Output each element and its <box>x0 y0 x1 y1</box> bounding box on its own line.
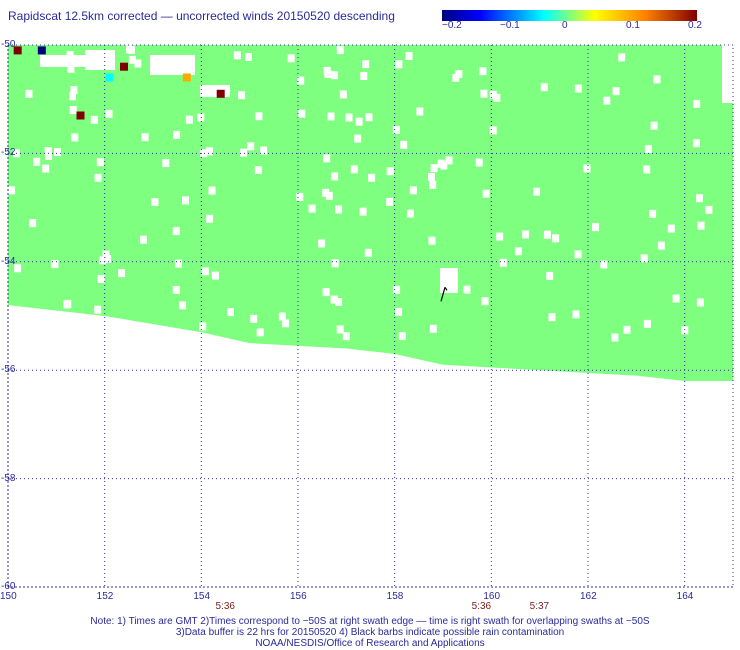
longitude-tick-label: 158 <box>386 591 404 602</box>
difference-cell <box>120 62 128 71</box>
latitude-tick-label: -58 <box>1 472 16 484</box>
difference-cell <box>13 46 22 55</box>
swath-time-label: 5:37 <box>529 601 550 612</box>
note-line-3: NOAA/NESDIS/Office of Research and Appli… <box>255 638 485 649</box>
longitude-tick-label: 164 <box>676 591 694 602</box>
difference-cell <box>182 73 191 82</box>
note-line-1: Note: 1) Times are GMT 2)Times correspon… <box>90 616 650 627</box>
note-line-2: 3)Data buffer is 22 hrs for 20150520 4) … <box>175 627 565 638</box>
longitude-tick-label: 156 <box>290 591 307 602</box>
map-frame <box>7 44 734 588</box>
difference-cell <box>105 73 114 82</box>
longitude-tick-label: 162 <box>580 591 597 602</box>
longitude-tick-label: 150 <box>0 591 17 602</box>
colorbar-tick-label: 0 <box>562 20 568 31</box>
latitude-tick-label: -56 <box>1 364 16 376</box>
colorbar-tick-label: 0.2 <box>688 20 702 31</box>
map-title: Rapidscat 12.5km corrected — uncorrected… <box>8 9 395 23</box>
latitude-tick-label: -60 <box>1 581 16 592</box>
missing-data-edge <box>722 45 733 103</box>
latitude-tick-label: -52 <box>1 147 16 159</box>
missing-data-cells <box>8 45 713 342</box>
colorbar <box>442 10 697 21</box>
colorbar-tick-label: −0.1 <box>500 20 520 31</box>
swath-time-label: 5:36 <box>215 601 235 612</box>
longitude-tick-label: 154 <box>193 591 211 602</box>
difference-cell <box>76 111 85 120</box>
latitude-tick-label: -50 <box>1 39 16 50</box>
rain-flag-barb <box>440 287 446 302</box>
swath-time-label: 5:36 <box>471 601 492 612</box>
difference-cell <box>216 89 225 98</box>
difference-cell <box>37 46 46 55</box>
longitude-tick-label: 152 <box>96 591 114 602</box>
longitude-tick-label: 160 <box>483 591 501 602</box>
latitude-tick-label: -54 <box>1 255 16 267</box>
colorbar-tick-label: 0.1 <box>626 20 640 31</box>
colorbar-gradient <box>442 10 697 21</box>
rain-flag-barb-tip <box>444 286 448 291</box>
wind-swath <box>8 45 733 382</box>
colorbar-tick-label: −0.2 <box>442 20 462 31</box>
